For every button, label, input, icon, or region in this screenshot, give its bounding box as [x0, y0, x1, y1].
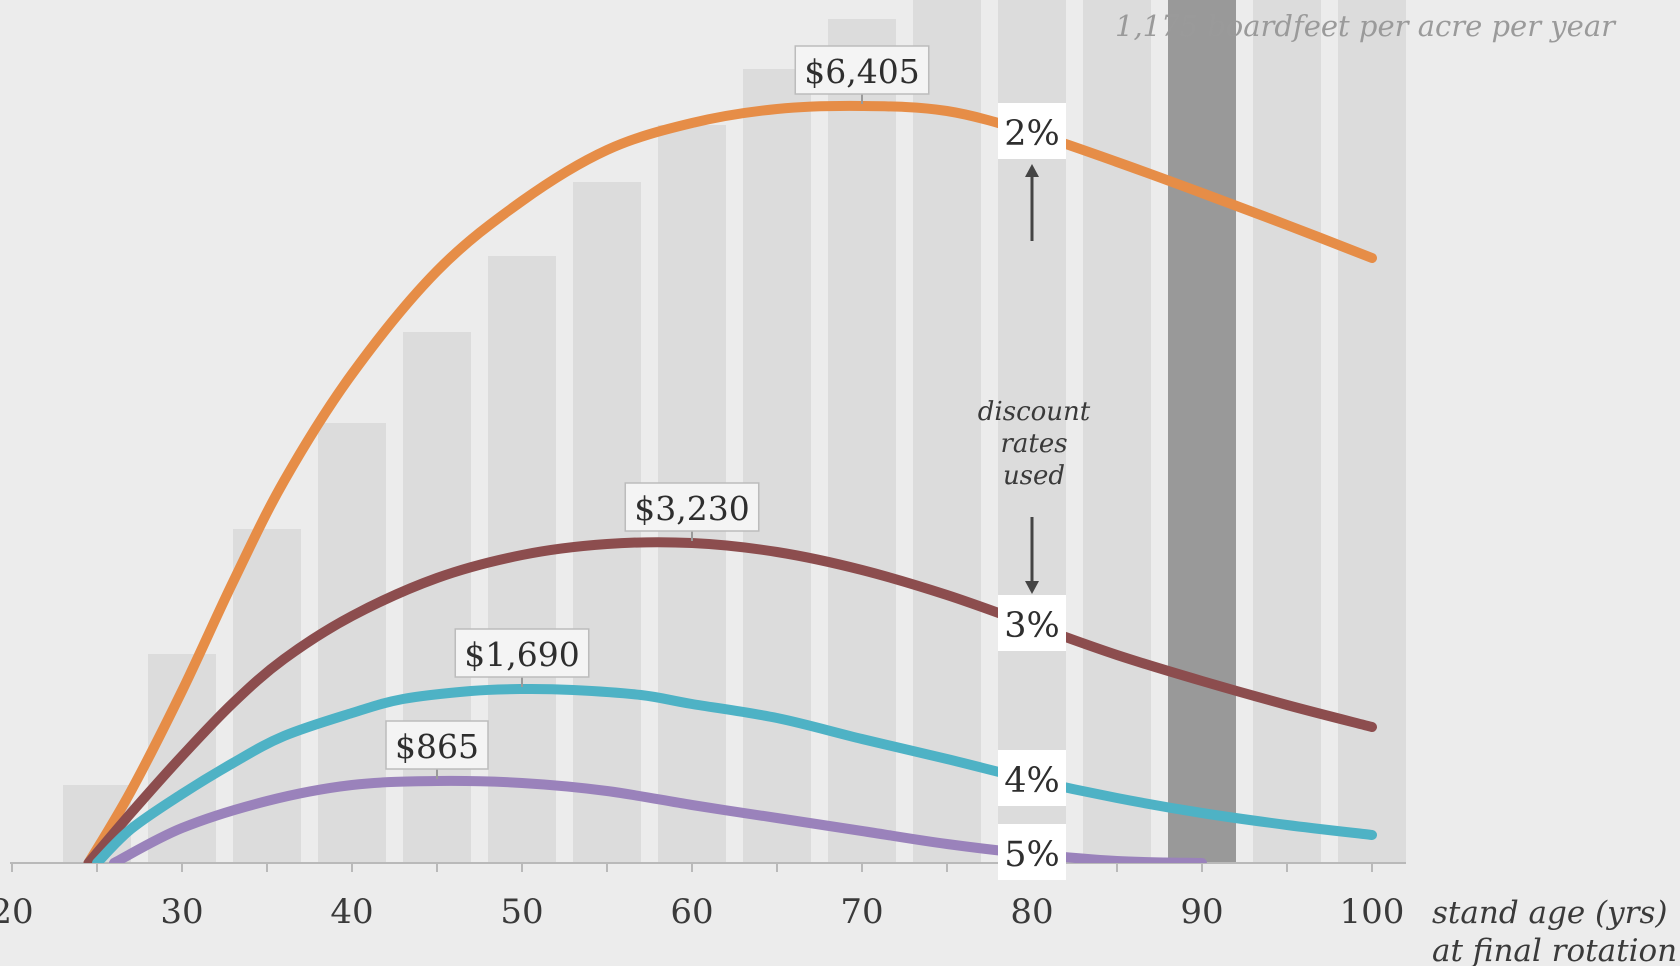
- rate-label-text: 2%: [1004, 114, 1060, 154]
- bar-90: [1168, 0, 1236, 863]
- rate-label: 5%: [998, 824, 1066, 880]
- bars-layer: [63, 0, 1406, 863]
- chart-top-note: 1,175 boardfeet per acre per year: [1115, 9, 1617, 43]
- discount-rates-text: rates: [1000, 429, 1067, 459]
- bar-95: [1253, 0, 1321, 863]
- peak-callout: $865: [385, 720, 489, 779]
- bar-100: [1338, 0, 1406, 863]
- rate-label-box: [998, 595, 1066, 651]
- peak-value-label: $1,690: [464, 635, 579, 674]
- x-tick-label: 60: [670, 892, 713, 932]
- bar-75: [913, 0, 981, 863]
- rate-label: 3%: [998, 595, 1066, 651]
- x-tick-label: 70: [840, 892, 883, 932]
- x-tick-label: 30: [160, 892, 203, 932]
- peak-label-box: [385, 720, 489, 770]
- series-line-3: [92, 683, 1377, 863]
- series-lines: [83, 100, 1377, 863]
- series-labels: $6,405 2% $3,230 3% $1,690 4% $865 5%: [385, 45, 1066, 880]
- series-line-2: [83, 537, 1377, 863]
- arrow-down-head: [1025, 581, 1039, 594]
- series-line-1: [83, 100, 1377, 863]
- x-tick-label: 50: [500, 892, 543, 932]
- x-axis-title-line2: at final rotation: [1432, 933, 1677, 966]
- rate-label: 2%: [998, 103, 1066, 159]
- rate-label-box: [998, 824, 1066, 880]
- peak-label-box: [794, 45, 930, 95]
- peak-callout: $1,690: [454, 628, 590, 687]
- rate-label-text: 3%: [1004, 606, 1060, 646]
- peak-label-box: [454, 628, 590, 678]
- rate-label-text: 4%: [1004, 761, 1060, 801]
- discount-rates-text: used: [1003, 461, 1065, 491]
- rate-label: 4%: [998, 750, 1066, 806]
- peak-value-label: $865: [395, 727, 479, 766]
- arrow-up-head: [1025, 164, 1039, 177]
- x-tick-label: 80: [1010, 892, 1053, 932]
- rate-label-text: 5%: [1004, 835, 1060, 875]
- peak-callout: $6,405: [794, 45, 930, 104]
- discount-rates-text: discount: [978, 397, 1091, 427]
- x-axis: 20 30 40 50 60 70 80 90 100: [0, 862, 1406, 932]
- x-tick-label: 100: [1340, 892, 1405, 932]
- x-tick-label: 20: [0, 892, 34, 932]
- peak-callout: $3,230: [624, 482, 760, 541]
- peak-value-label: $3,230: [634, 489, 749, 528]
- peak-value-label: $6,405: [804, 52, 919, 91]
- rate-label-box: [998, 103, 1066, 159]
- x-axis-title-line1: stand age (yrs): [1432, 895, 1667, 931]
- x-tick-label: 90: [1180, 892, 1223, 932]
- bar-65: [743, 69, 811, 863]
- bar-70: [828, 19, 896, 863]
- rate-label-box: [998, 750, 1066, 806]
- bar-40: [318, 423, 386, 863]
- peak-label-box: [624, 482, 760, 532]
- bar-85: [1083, 0, 1151, 863]
- x-tick-label: 40: [330, 892, 373, 932]
